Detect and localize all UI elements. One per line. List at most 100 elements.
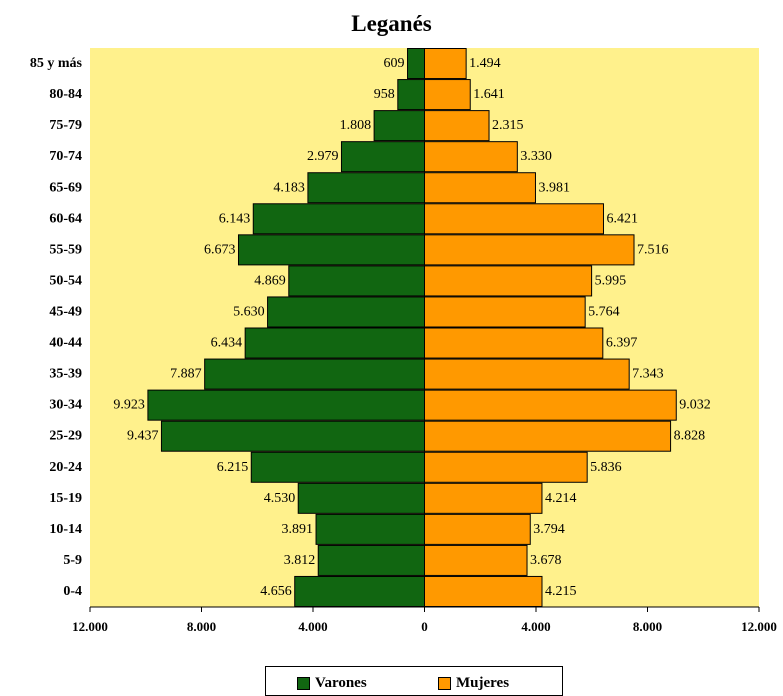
legend-swatch-mujeres xyxy=(438,677,451,690)
bar-varones xyxy=(397,79,425,111)
data-label-mujeres: 4.215 xyxy=(545,584,577,599)
x-tick-label: 12.000 xyxy=(741,619,777,634)
bar-mujeres xyxy=(424,203,604,235)
data-label-mujeres: 1.494 xyxy=(469,56,501,71)
chart-legend: Varones Mujeres xyxy=(265,666,563,696)
data-label-mujeres: 7.516 xyxy=(637,242,669,257)
bar-mujeres xyxy=(424,358,630,390)
data-label-mujeres: 5.995 xyxy=(595,273,627,288)
data-label-mujeres: 6.421 xyxy=(606,211,638,226)
category-label: 40-44 xyxy=(49,336,82,351)
bar-varones xyxy=(294,575,425,608)
legend-item-varones: Varones xyxy=(297,675,367,692)
bar-varones xyxy=(317,544,426,576)
bar-varones xyxy=(160,420,425,452)
bar-varones xyxy=(407,48,426,80)
bar-varones xyxy=(315,513,425,545)
bar-mujeres xyxy=(424,389,677,421)
bar-mujeres xyxy=(424,48,467,80)
x-tick-label: 12.000 xyxy=(72,619,108,634)
data-label-varones: 6.215 xyxy=(217,460,249,475)
data-label-varones: 4.656 xyxy=(260,584,292,599)
category-label: 35-39 xyxy=(49,367,82,382)
data-label-mujeres: 9.032 xyxy=(679,398,711,413)
bar-varones xyxy=(252,203,425,235)
data-label-varones: 2.979 xyxy=(307,149,339,164)
x-tick-label: 4.000 xyxy=(521,619,550,634)
data-label-varones: 3.812 xyxy=(284,553,316,568)
category-label: 10-14 xyxy=(49,522,82,537)
category-label: 80-84 xyxy=(49,87,82,102)
category-label: 70-74 xyxy=(49,149,82,164)
data-label-varones: 4.869 xyxy=(254,273,286,288)
data-label-varones: 4.530 xyxy=(264,491,296,506)
bar-mujeres xyxy=(424,544,528,576)
category-label: 60-64 xyxy=(49,211,82,226)
bar-mujeres xyxy=(424,265,593,297)
legend-label-varones: Varones xyxy=(315,675,367,691)
bar-mujeres xyxy=(424,79,471,111)
bar-mujeres xyxy=(424,172,536,204)
data-label-varones: 3.891 xyxy=(282,522,314,537)
category-label: 85 y más xyxy=(30,56,83,71)
bar-mujeres xyxy=(424,482,543,514)
x-tick-label: 8.000 xyxy=(633,619,662,634)
x-tick-label: 0 xyxy=(421,619,428,634)
category-label: 0-4 xyxy=(63,584,82,599)
bar-mujeres xyxy=(424,575,543,608)
data-label-mujeres: 6.397 xyxy=(606,336,638,351)
data-label-varones: 6.434 xyxy=(211,336,243,351)
data-label-mujeres: 3.794 xyxy=(533,522,565,537)
bar-mujeres xyxy=(424,327,604,359)
data-label-mujeres: 5.836 xyxy=(590,460,622,475)
bar-mujeres xyxy=(424,296,586,328)
legend-swatch-varones xyxy=(297,677,310,690)
data-label-mujeres: 1.641 xyxy=(473,87,505,102)
data-label-mujeres: 3.678 xyxy=(530,553,562,568)
category-label: 65-69 xyxy=(49,180,82,195)
data-label-varones: 958 xyxy=(374,87,395,102)
bar-varones xyxy=(297,482,426,514)
data-label-mujeres: 5.764 xyxy=(588,304,620,319)
bar-mujeres xyxy=(424,234,635,266)
legend-label-mujeres: Mujeres xyxy=(456,675,510,691)
data-label-varones: 6.673 xyxy=(204,242,236,257)
x-tick-label: 8.000 xyxy=(187,619,216,634)
data-label-mujeres: 4.214 xyxy=(545,491,577,506)
category-label: 25-29 xyxy=(49,429,82,444)
data-label-varones: 4.183 xyxy=(273,180,305,195)
bar-varones xyxy=(267,296,425,328)
data-label-mujeres: 3.330 xyxy=(520,149,552,164)
bar-mujeres xyxy=(424,420,672,452)
x-tick-label: 4.000 xyxy=(298,619,327,634)
data-label-mujeres: 7.343 xyxy=(632,367,664,382)
category-label: 75-79 xyxy=(49,118,82,133)
data-label-varones: 6.143 xyxy=(219,211,251,226)
bar-varones xyxy=(147,389,426,421)
category-label: 50-54 xyxy=(49,273,82,288)
legend-item-mujeres: Mujeres xyxy=(438,675,509,692)
bar-mujeres xyxy=(424,110,490,142)
bar-varones xyxy=(204,358,425,390)
bar-varones xyxy=(288,265,425,297)
category-label: 45-49 xyxy=(49,304,82,319)
data-label-mujeres: 2.315 xyxy=(492,118,524,133)
data-label-mujeres: 3.981 xyxy=(538,180,570,195)
data-label-varones: 5.630 xyxy=(233,304,265,319)
bar-varones xyxy=(373,110,425,142)
data-label-mujeres: 8.828 xyxy=(674,429,706,444)
category-label: 15-19 xyxy=(49,491,82,506)
data-label-varones: 7.887 xyxy=(170,367,202,382)
bar-varones xyxy=(307,172,425,204)
bar-mujeres xyxy=(424,141,518,173)
data-label-varones: 9.437 xyxy=(127,429,159,444)
category-label: 5-9 xyxy=(63,553,82,568)
data-label-varones: 1.808 xyxy=(340,118,372,133)
category-label: 20-24 xyxy=(49,460,82,475)
data-label-varones: 609 xyxy=(384,56,405,71)
category-label: 30-34 xyxy=(49,398,82,413)
bar-varones xyxy=(237,234,425,266)
bar-varones xyxy=(250,451,425,483)
bar-varones xyxy=(244,327,425,359)
